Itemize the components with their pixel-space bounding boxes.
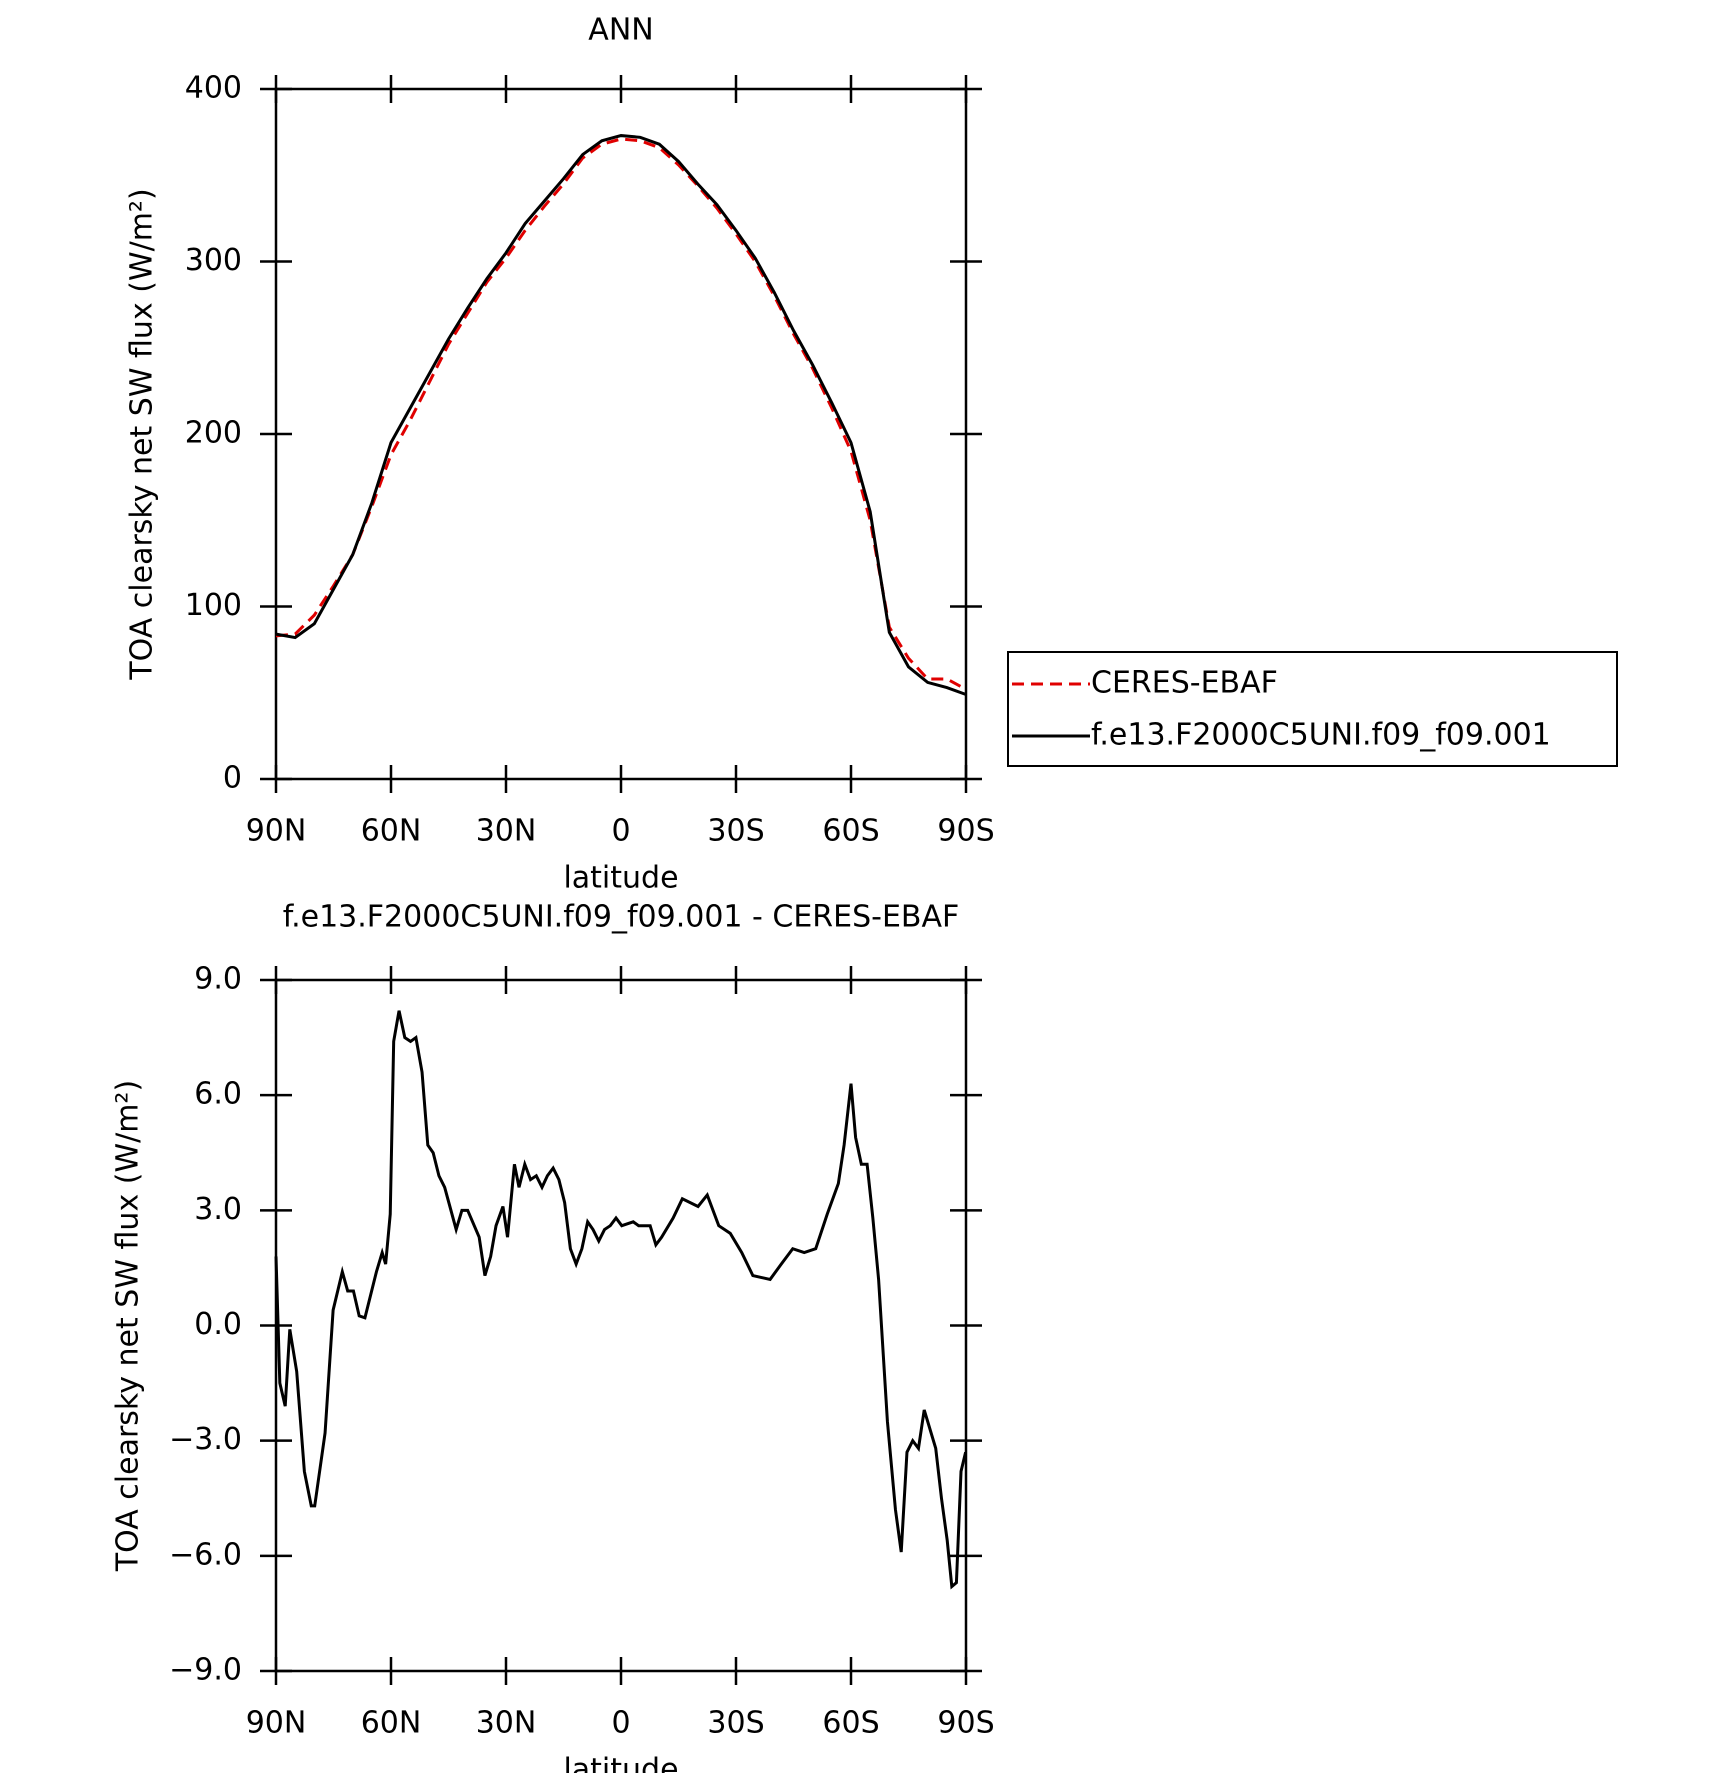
data-line: [275, 134, 967, 696]
y-tick-label: 200: [185, 416, 242, 451]
legend-label: f.e13.F2000C5UNI.f09_f09.001: [1091, 718, 1551, 753]
chart-title: ANN: [588, 13, 653, 48]
y-tick-label: −3.0: [169, 1422, 242, 1457]
y-tick-label: 6.0: [194, 1077, 242, 1112]
x-tick-label: 30N: [476, 814, 537, 849]
y-tick-label: −9.0: [169, 1653, 242, 1688]
y-tick-label: 300: [185, 243, 242, 278]
y-tick-label: −6.0: [169, 1537, 242, 1572]
plot-frame: [274, 87, 968, 781]
legend-box: [1007, 651, 1618, 767]
x-tick-label: 90N: [246, 1706, 307, 1741]
y-tick-label: 400: [185, 71, 242, 106]
y-tick-label: 0: [223, 761, 242, 796]
x-tick-label: 60S: [822, 814, 879, 849]
y-tick-label: 9.0: [194, 962, 242, 997]
x-axis-label: latitude: [563, 861, 678, 896]
x-tick-label: 0: [611, 1706, 630, 1741]
x-tick-label: 60S: [822, 1706, 879, 1741]
x-axis-label: latitude: [563, 1753, 678, 1773]
x-tick-label: 90S: [937, 814, 994, 849]
y-tick-label: 100: [185, 588, 242, 623]
y-axis-label: TOA clearsky net SW flux (W/m²): [125, 188, 160, 680]
x-tick-label: 30N: [476, 1706, 537, 1741]
x-tick-label: 30S: [707, 1706, 764, 1741]
data-line: [274, 1010, 968, 1590]
x-tick-label: 90S: [937, 1706, 994, 1741]
x-tick-label: 60N: [361, 814, 422, 849]
x-tick-label: 0: [611, 814, 630, 849]
plot-frame: [274, 978, 968, 1673]
chart-title: f.e13.F2000C5UNI.f09_f09.001 - CERES-EBA…: [283, 900, 960, 935]
y-axis-label: TOA clearsky net SW flux (W/m²): [111, 1080, 146, 1572]
legend-label: CERES-EBAF: [1091, 666, 1278, 701]
y-tick-label: 0.0: [194, 1307, 242, 1342]
data-line: [275, 137, 967, 691]
y-tick-label: 3.0: [194, 1192, 242, 1227]
x-tick-label: 90N: [246, 814, 307, 849]
x-tick-label: 60N: [361, 1706, 422, 1741]
x-tick-label: 30S: [707, 814, 764, 849]
